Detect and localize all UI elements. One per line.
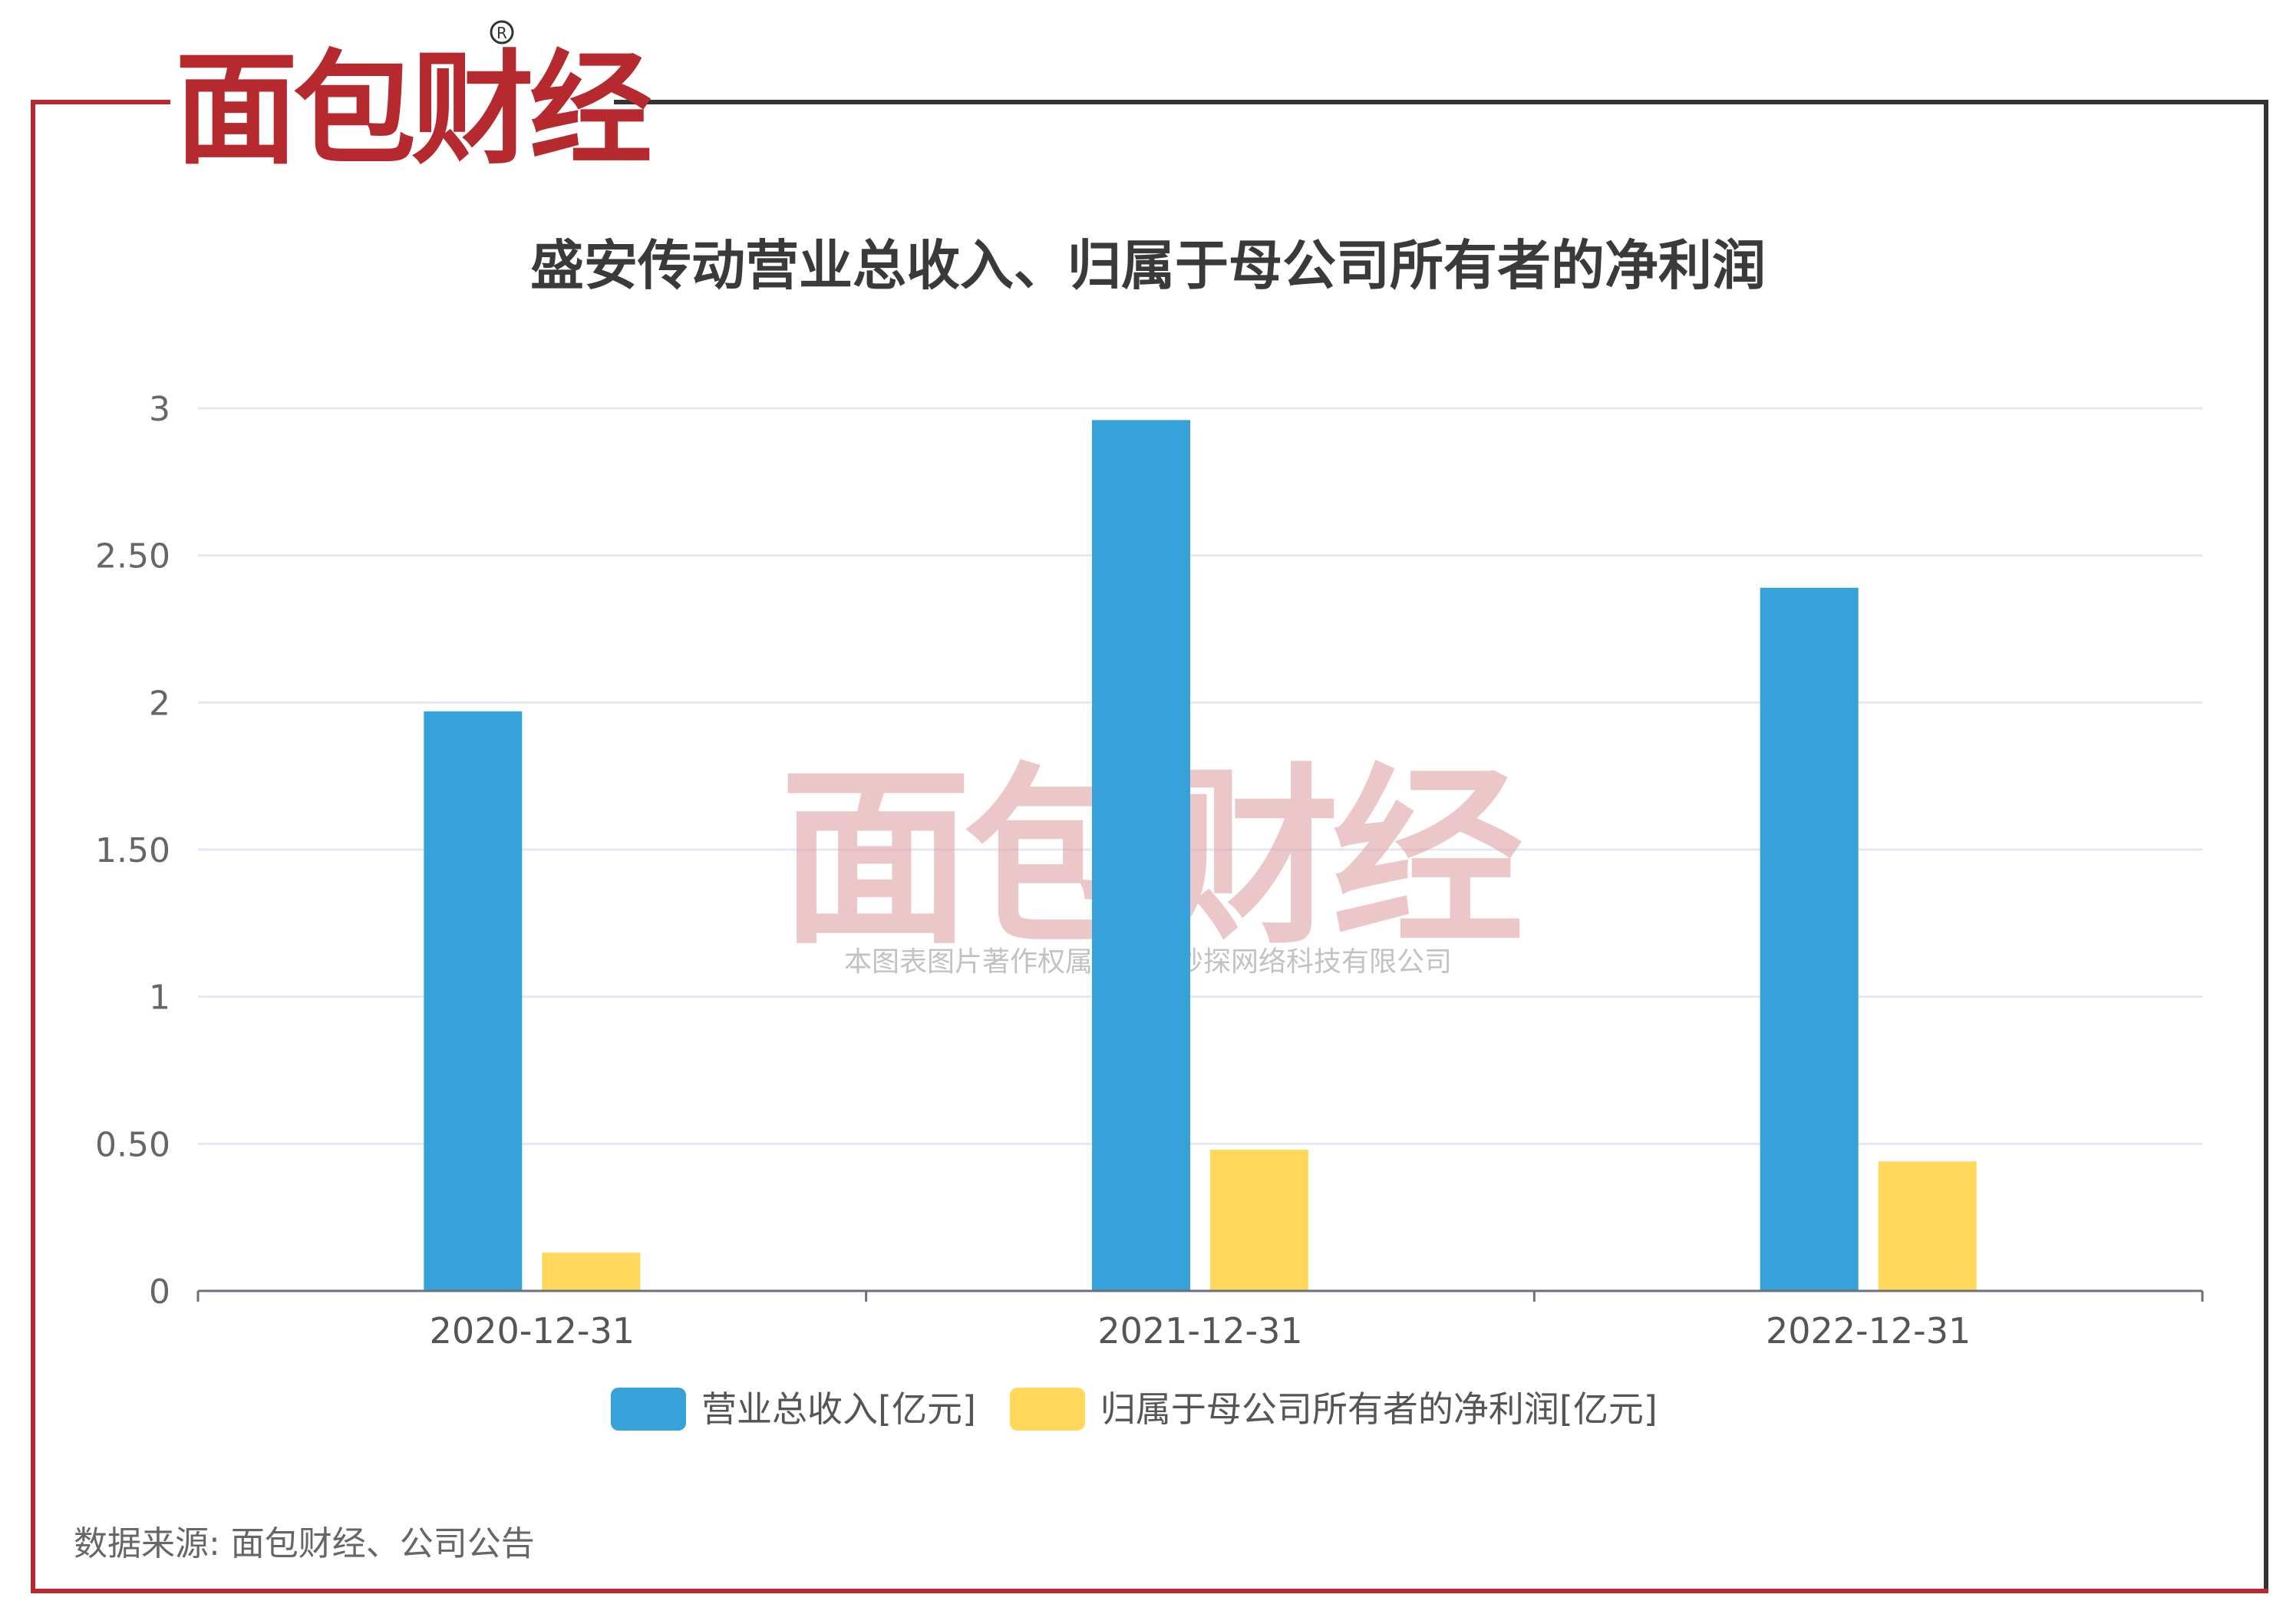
x-tick-label: 2022-12-31 (1766, 1310, 1971, 1352)
y-tick-label: 3 (149, 390, 170, 429)
source-note: 数据来源: 面包财经、公司公告 (74, 1524, 535, 1563)
logo-text: 面包财经 (175, 38, 652, 181)
bar-revenue (1760, 587, 1859, 1291)
registered-mark-icon (490, 20, 514, 45)
x-axis (196, 1289, 2204, 1302)
registered-mark-letter: R (496, 24, 507, 42)
legend: 营业总收入[亿元] 归属于母公司所有者的净利润[亿元] (611, 1388, 1658, 1431)
brand-logo: 面包财经 R (175, 20, 656, 181)
bar-net-profit (542, 1253, 641, 1291)
x-tick-label: 2021-12-31 (1097, 1310, 1302, 1352)
y-tick-label: 2 (149, 684, 170, 723)
y-tick-label: 2.50 (95, 537, 170, 576)
bars (424, 420, 1977, 1292)
chart-title: 盛安传动营业总收入、归属于母公司所有者的净利润 (530, 234, 1766, 297)
legend-label-net-profit: 归属于母公司所有者的净利润[亿元] (1100, 1388, 1658, 1430)
y-tick-label: 0.50 (95, 1125, 170, 1164)
legend-label-revenue: 营业总收入[亿元] (701, 1388, 976, 1430)
y-tick-label: 0 (149, 1272, 170, 1312)
legend-swatch-revenue (611, 1388, 686, 1431)
y-tick-label: 1 (149, 979, 170, 1018)
y-axis-tick-labels: 0 0.50 1 1.50 2 2.50 3 (95, 390, 170, 1312)
bar-net-profit (1210, 1150, 1308, 1291)
x-tick-label: 2020-12-31 (430, 1310, 635, 1352)
y-tick-label: 1.50 (95, 831, 170, 870)
bar-revenue (1092, 420, 1190, 1292)
gridlines (198, 407, 2202, 1145)
x-axis-tick-labels: 2020-12-31 2021-12-31 2022-12-31 (430, 1310, 1971, 1352)
figure-frame (31, 100, 2268, 1593)
legend-swatch-net-profit (1009, 1388, 1085, 1431)
bar-net-profit (1878, 1161, 1977, 1291)
bar-revenue (424, 711, 523, 1291)
